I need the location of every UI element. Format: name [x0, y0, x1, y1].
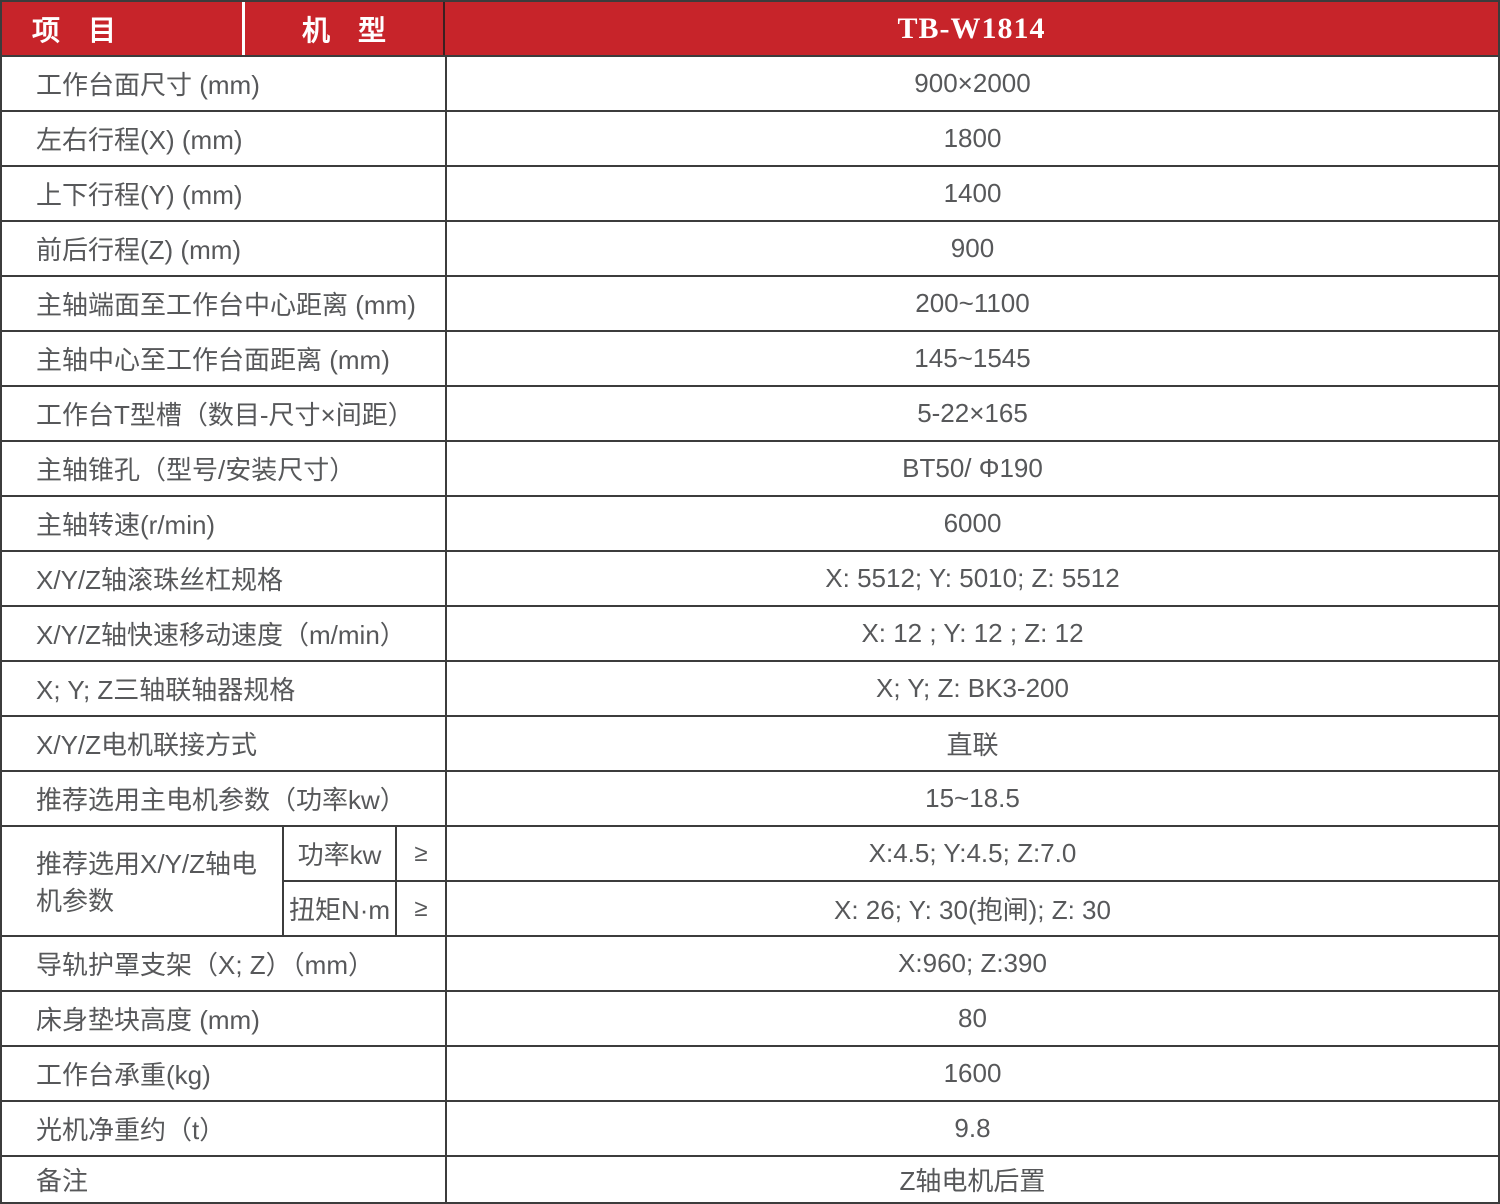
spec-row-spindle-taper: 主轴锥孔（型号/安装尺寸） BT50/ Φ190	[2, 442, 1498, 497]
motor-param-value: X: 26; Y: 30(抱闸); Z: 30	[834, 895, 1111, 925]
header-model-type-cell: 机 型	[245, 2, 445, 55]
spec-label: 推荐选用主电机参数（功率kw）	[2, 772, 447, 825]
spec-label: X/Y/Z轴快速移动速度（m/min）	[2, 607, 447, 660]
spec-label: 光机净重约（t）	[2, 1102, 447, 1155]
spec-label: 工作台面尺寸 (mm)	[2, 57, 447, 110]
spec-value: 直联	[946, 730, 999, 760]
spec-row-motor-connection: X/Y/Z电机联接方式 直联	[2, 717, 1498, 772]
header-item-label: 项 目	[32, 14, 117, 46]
spec-row-rapid-speed: X/Y/Z轴快速移动速度（m/min） X: 12 ; Y: 12 ; Z: 1…	[2, 607, 1498, 662]
spec-value: 6000	[943, 508, 1002, 538]
table-header-row: 项 目 机 型 TB-W1814	[2, 2, 1498, 57]
spec-row-worktable-size: 工作台面尺寸 (mm) 900×2000	[2, 57, 1498, 112]
spec-label: 前后行程(Z) (mm)	[2, 222, 447, 275]
gte-symbol: ≥	[397, 882, 447, 935]
spec-value: 145~1545	[914, 343, 1031, 373]
motor-power-subrow: 功率kw ≥ X:4.5; Y:4.5; Z:7.0	[284, 827, 1498, 882]
spec-label: 导轨护罩支架（X; Z）（mm）	[2, 937, 447, 990]
spec-value: 9.8	[954, 1113, 991, 1143]
spec-label: X/Y/Z轴滚珠丝杠规格	[2, 552, 447, 605]
motor-param-value: X:4.5; Y:4.5; Z:7.0	[868, 838, 1077, 868]
spec-row-ballscrew-spec: X/Y/Z轴滚珠丝杠规格 X: 5512; Y: 5010; Z: 5512	[2, 552, 1498, 607]
spec-row-main-motor-power: 推荐选用主电机参数（功率kw） 15~18.5	[2, 772, 1498, 827]
motor-group-subtable: 功率kw ≥ X:4.5; Y:4.5; Z:7.0 扭矩N·m ≥ X: 26…	[284, 827, 1498, 935]
motor-torque-subrow: 扭矩N·m ≥ X: 26; Y: 30(抱闸); Z: 30	[284, 882, 1498, 935]
spec-row-remarks: 备注 Z轴电机后置	[2, 1157, 1498, 1202]
spec-label: 床身垫块高度 (mm)	[2, 992, 447, 1045]
spec-value: X; Y; Z: BK3-200	[876, 673, 1069, 703]
spec-label: 主轴端面至工作台中心距离 (mm)	[2, 277, 447, 330]
spec-row-x-travel: 左右行程(X) (mm) 1800	[2, 112, 1498, 167]
spec-value: 900	[950, 233, 995, 263]
spec-label: 左右行程(X) (mm)	[2, 112, 447, 165]
spec-row-y-travel: 上下行程(Y) (mm) 1400	[2, 167, 1498, 222]
spec-row-spindle-nose-to-table-center: 主轴端面至工作台中心距离 (mm) 200~1100	[2, 277, 1498, 332]
spec-row-table-load: 工作台承重(kg) 1600	[2, 1047, 1498, 1102]
spec-row-axis-motor-params: 推荐选用X/Y/Z轴电机参数 功率kw ≥ X:4.5; Y:4.5; Z:7.…	[2, 827, 1498, 937]
spec-label: 主轴中心至工作台面距离 (mm)	[2, 332, 447, 385]
spec-value: X: 5512; Y: 5010; Z: 5512	[825, 563, 1120, 593]
spec-value: Z轴电机后置	[899, 1166, 1046, 1196]
spec-label: X/Y/Z电机联接方式	[2, 717, 447, 770]
spec-value: X:960; Z:390	[898, 948, 1047, 978]
spec-value: 5-22×165	[917, 398, 1028, 428]
spec-label: 主轴锥孔（型号/安装尺寸）	[2, 442, 447, 495]
spec-value: X: 12 ; Y: 12 ; Z: 12	[861, 618, 1084, 648]
spec-value: 80	[958, 1003, 987, 1033]
header-item-cell: 项 目	[2, 2, 245, 55]
gte-symbol: ≥	[397, 827, 447, 880]
motor-group-label: 推荐选用X/Y/Z轴电机参数	[2, 827, 284, 935]
spec-row-rail-cover-bracket: 导轨护罩支架（X; Z）（mm） X:960; Z:390	[2, 937, 1498, 992]
spec-row-spindle-center-to-table: 主轴中心至工作台面距离 (mm) 145~1545	[2, 332, 1498, 387]
model-number: TB-W1814	[897, 11, 1046, 45]
spec-row-bed-block-height: 床身垫块高度 (mm) 80	[2, 992, 1498, 1047]
spec-value: BT50/ Φ190	[902, 453, 1043, 483]
spec-row-spindle-speed: 主轴转速(r/min) 6000	[2, 497, 1498, 552]
spec-label: 工作台承重(kg)	[2, 1047, 447, 1100]
spec-value: 1400	[943, 178, 1002, 208]
spec-row-t-slots: 工作台T型槽（数目-尺寸×间距） 5-22×165	[2, 387, 1498, 442]
spec-label: X; Y; Z三轴联轴器规格	[2, 662, 447, 715]
spec-label: 上下行程(Y) (mm)	[2, 167, 447, 220]
spec-label: 备注	[2, 1157, 447, 1202]
spec-value: 900×2000	[914, 68, 1031, 98]
spec-label: 工作台T型槽（数目-尺寸×间距）	[2, 387, 447, 440]
header-model-value-cell: TB-W1814	[445, 2, 1498, 55]
spec-row-coupling-spec: X; Y; Z三轴联轴器规格 X; Y; Z: BK3-200	[2, 662, 1498, 717]
spec-value: 1600	[943, 1058, 1002, 1088]
spec-row-net-weight: 光机净重约（t） 9.8	[2, 1102, 1498, 1157]
motor-param-label: 功率kw	[284, 827, 397, 880]
motor-param-label: 扭矩N·m	[284, 882, 397, 935]
spec-label: 主轴转速(r/min)	[2, 497, 447, 550]
header-model-type-label: 机 型	[301, 14, 386, 46]
spec-row-z-travel: 前后行程(Z) (mm) 900	[2, 222, 1498, 277]
spec-value: 200~1100	[915, 288, 1030, 318]
spec-value: 15~18.5	[925, 783, 1020, 813]
spec-value: 1800	[943, 123, 1002, 153]
